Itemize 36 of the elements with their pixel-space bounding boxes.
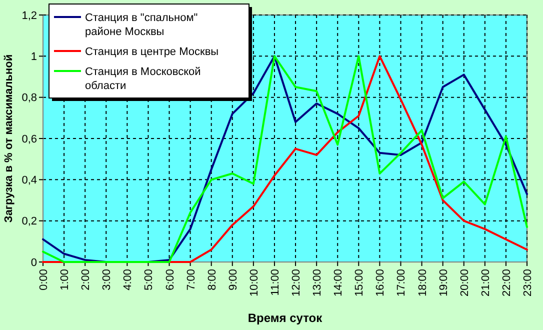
legend-label: Станция в "спальном" районе Москвы <box>85 12 198 38</box>
x-tick-label: 23:00 <box>522 269 534 297</box>
x-tick-label: 1:00 <box>59 269 72 290</box>
x-tick-label: 10:00 <box>248 269 260 297</box>
x-tick-label: 16:00 <box>374 269 387 297</box>
y-tick-label: 0 <box>30 256 37 269</box>
x-tick-label: 7:00 <box>185 269 198 290</box>
x-tick-label: 8:00 <box>206 269 218 290</box>
x-tick-label: 2:00 <box>80 269 92 290</box>
y-axis-title: Загрузка в % от максимальной <box>3 54 15 223</box>
x-tick-label: 22:00 <box>500 269 513 297</box>
y-tick-label: 0,8 <box>22 92 37 104</box>
y-tick-label: 0,6 <box>22 133 37 146</box>
y-tick-label: 1,2 <box>22 10 37 22</box>
x-tick-label: 0:00 <box>38 269 50 290</box>
x-tick-label: 18:00 <box>416 269 429 297</box>
x-tick-label: 15:00 <box>354 269 366 297</box>
legend-label: Станция в центре Москвы <box>85 46 219 58</box>
x-tick-label: 20:00 <box>458 269 471 297</box>
legend-label: Станция в Московской области <box>85 66 201 92</box>
x-axis-title: Время суток <box>248 311 324 325</box>
x-tick-label: 11:00 <box>269 269 282 296</box>
y-tick-label: 1 <box>30 51 37 64</box>
x-tick-label: 17:00 <box>396 269 408 297</box>
y-tick-label: 0,2 <box>22 216 37 228</box>
x-tick-label: 4:00 <box>122 269 134 290</box>
x-tick-label: 5:00 <box>143 269 156 290</box>
x-tick-label: 14:00 <box>332 269 345 297</box>
x-tick-label: 6:00 <box>164 269 176 290</box>
x-tick-label: 3:00 <box>101 269 114 290</box>
y-tick-label: 0,4 <box>22 174 37 187</box>
x-tick-label: 19:00 <box>438 269 450 297</box>
x-tick-label: 12:00 <box>290 269 303 297</box>
x-tick-label: 9:00 <box>227 269 240 290</box>
x-tick-label: 21:00 <box>480 269 492 297</box>
x-tick-label: 13:00 <box>312 269 324 297</box>
